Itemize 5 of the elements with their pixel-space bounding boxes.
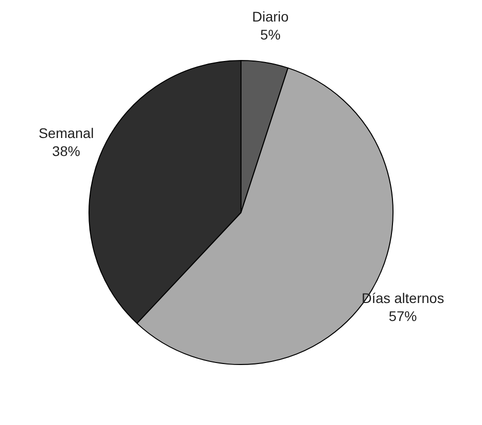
data-label: 5% (260, 26, 281, 43)
data-label: 57% (388, 308, 417, 324)
slice-label: Diario (252, 8, 289, 25)
data-label: 38% (52, 143, 80, 160)
slice-label: Semanal (38, 125, 94, 142)
